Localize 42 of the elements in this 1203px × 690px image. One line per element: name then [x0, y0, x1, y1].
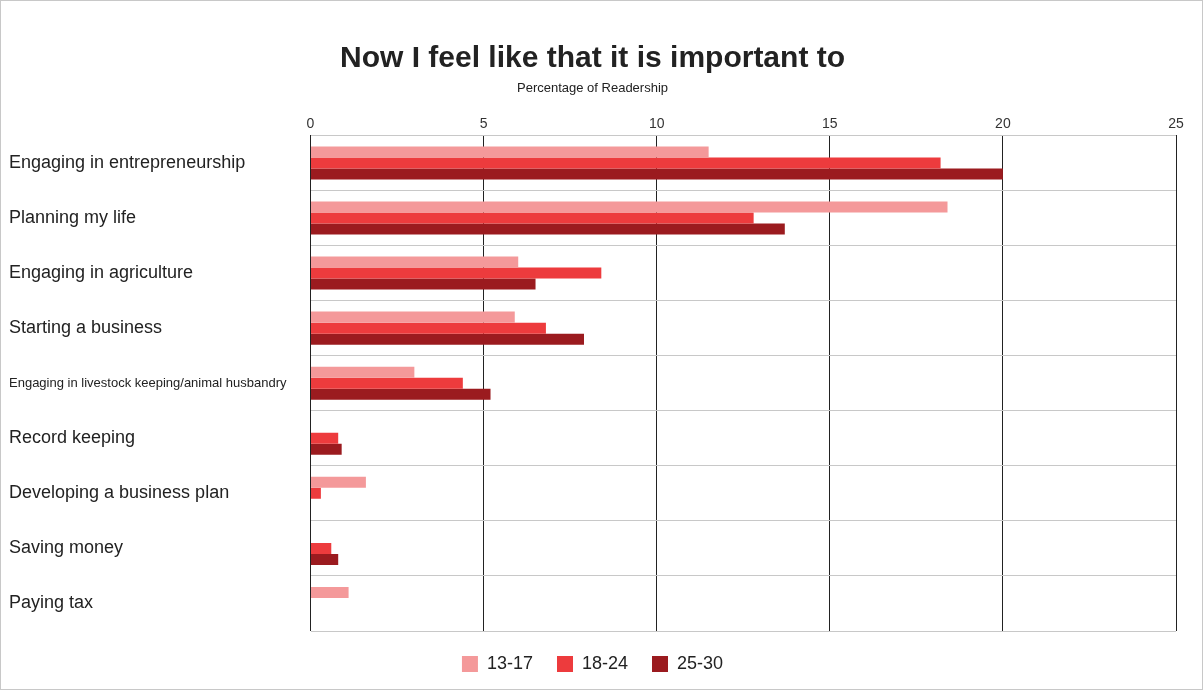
- bar: [311, 223, 785, 235]
- bar: [311, 168, 1003, 180]
- bar: [311, 586, 349, 598]
- y-tick-label: Paying tax: [9, 592, 94, 613]
- bar: [311, 487, 321, 499]
- bar: [311, 542, 332, 554]
- x-tick-label: 20: [995, 114, 1011, 131]
- bar: [311, 146, 709, 158]
- legend-label: 13-17: [486, 652, 533, 673]
- y-tick-label: Engaging in agriculture: [9, 262, 194, 283]
- bar: [311, 366, 415, 378]
- y-tick-label: Engaging in entrepreneurship: [9, 151, 246, 172]
- x-tick-label: 10: [648, 114, 665, 131]
- x-tick-label: 15: [822, 114, 838, 131]
- y-tick-label: Saving money: [9, 537, 124, 558]
- bar: [311, 322, 546, 334]
- bar: [311, 311, 515, 323]
- chart-subtitle: Percentage of Readership: [516, 80, 669, 96]
- bar: [311, 157, 941, 169]
- chart-title: Now I feel like that it is important to: [339, 40, 846, 74]
- bar: [311, 388, 491, 400]
- bar: [311, 432, 339, 444]
- bar: [311, 212, 754, 224]
- legend-label: 25-30: [677, 652, 724, 673]
- y-tick-label: Developing a business plan: [9, 482, 230, 503]
- bar: [311, 278, 536, 290]
- y-tick-label: Engaging in livestock keeping/animal husbandry: [9, 374, 288, 390]
- bar: [311, 256, 519, 268]
- y-tick-label: Planning my life: [9, 206, 137, 227]
- bar: [311, 476, 366, 488]
- x-tick-label: 0: [306, 114, 315, 131]
- bar: [311, 333, 584, 345]
- bar: [311, 553, 339, 565]
- legend-label: 18-24: [581, 652, 629, 673]
- bar: [311, 443, 342, 455]
- y-tick-label: Starting a business: [9, 317, 163, 338]
- y-tick-label: Record keeping: [9, 427, 136, 448]
- bar: [311, 201, 948, 213]
- x-tick-label: 25: [1168, 114, 1184, 131]
- bar: [311, 267, 602, 279]
- bar: [311, 377, 463, 389]
- x-tick-label: 5: [479, 114, 488, 131]
